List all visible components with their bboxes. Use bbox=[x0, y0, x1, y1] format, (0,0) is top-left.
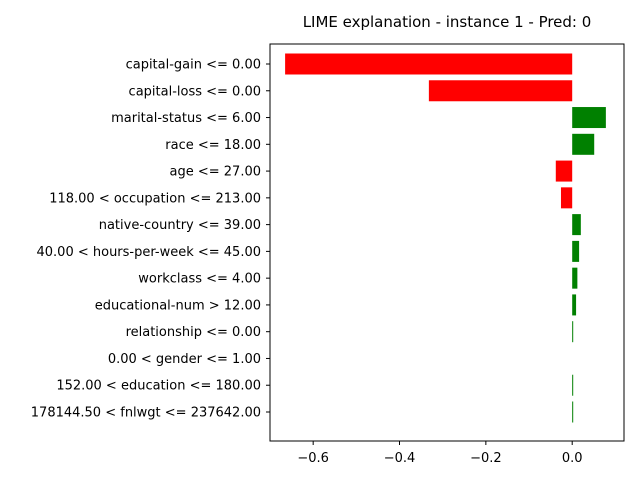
bar-9 bbox=[572, 294, 577, 316]
y-tick-label-8: workclass <= 4.00 bbox=[138, 272, 261, 287]
bar-1 bbox=[428, 80, 573, 102]
y-tick-labels: capital-gain <= 0.00 capital-loss <= 0.00… bbox=[31, 58, 270, 421]
x-ticks: −0.6 −0.4 −0.2 0.0 bbox=[297, 441, 583, 466]
x-tick-label-0: −0.6 bbox=[297, 451, 329, 466]
y-tick-label-12: 152.00 < education <= 180.00 bbox=[56, 379, 261, 394]
y-tick-label-10: relationship <= 0.00 bbox=[126, 325, 261, 340]
bar-8 bbox=[572, 267, 578, 289]
x-tick-label-2: −0.2 bbox=[470, 451, 502, 466]
plot-frame bbox=[269, 43, 625, 442]
bar-2 bbox=[572, 107, 606, 129]
y-tick-label-1: capital-loss <= 0.00 bbox=[129, 84, 261, 99]
bars-group bbox=[285, 53, 606, 423]
chart-title: LIME explanation - instance 1 - Pred: 0 bbox=[303, 13, 592, 31]
bar-0 bbox=[285, 53, 573, 75]
x-tick-label-1: −0.4 bbox=[384, 451, 416, 466]
x-tick-label-3: 0.0 bbox=[562, 451, 583, 466]
bar-5 bbox=[560, 187, 573, 209]
y-tick-label-5: 118.00 < occupation <= 213.00 bbox=[49, 191, 261, 206]
y-tick-label-0: capital-gain <= 0.00 bbox=[126, 58, 261, 73]
y-tick-label-6: native-country <= 39.00 bbox=[99, 218, 261, 233]
y-tick-label-3: race <= 18.00 bbox=[165, 138, 261, 153]
y-tick-label-4: age <= 27.00 bbox=[170, 165, 261, 180]
bar-10 bbox=[572, 321, 574, 343]
y-tick-label-13: 178144.50 < fnlwgt <= 237642.00 bbox=[31, 406, 261, 421]
bar-3 bbox=[572, 133, 595, 155]
y-tick-label-7: 40.00 < hours-per-week <= 45.00 bbox=[37, 245, 262, 260]
y-tick-label-2: marital-status <= 6.00 bbox=[111, 111, 261, 126]
bar-7 bbox=[572, 240, 580, 262]
bar-4 bbox=[555, 160, 573, 182]
y-tick-label-11: 0.00 < gender <= 1.00 bbox=[108, 352, 261, 367]
y-tick-label-9: educational-num > 12.00 bbox=[95, 298, 261, 313]
bar-6 bbox=[572, 214, 581, 236]
bar-13 bbox=[572, 401, 574, 423]
bar-12 bbox=[572, 374, 574, 396]
